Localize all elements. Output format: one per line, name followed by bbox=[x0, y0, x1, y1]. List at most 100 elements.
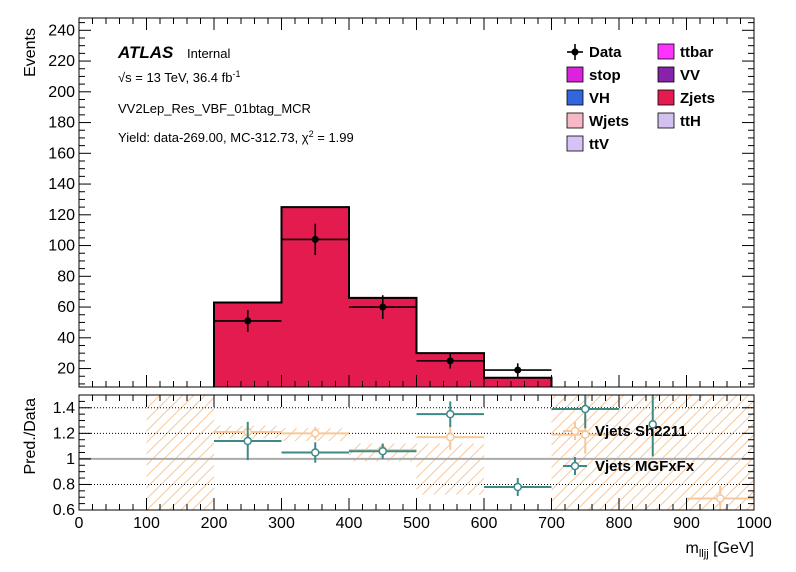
ratio-point bbox=[484, 478, 552, 496]
ratio-y-ticks: 0.6 0.8 1 1.2 1.4 bbox=[53, 400, 754, 519]
data-point bbox=[281, 223, 349, 256]
legend-swatch bbox=[657, 66, 675, 83]
main-y-tick-label: 80 bbox=[57, 268, 75, 285]
ratio-legend-marker bbox=[570, 461, 580, 471]
ratio-marker bbox=[446, 432, 455, 442]
main-x-ticks bbox=[78, 18, 755, 387]
internal-text: Internal bbox=[187, 46, 230, 61]
ratio-legend: Vjets Sh2211 Vjets MGFxFx bbox=[563, 422, 695, 475]
legend-entry: stop bbox=[566, 66, 621, 84]
main-y-tick-label: 140 bbox=[48, 176, 75, 193]
ratio-series-group bbox=[214, 395, 657, 496]
legend-swatch bbox=[657, 43, 675, 60]
legend-entry: ttV bbox=[566, 135, 609, 153]
ratio-marker bbox=[648, 420, 657, 429]
ratio-marker bbox=[581, 430, 590, 439]
ratio-point bbox=[214, 421, 282, 461]
ratio-x-tick-label: 900 bbox=[673, 515, 700, 532]
ratio-point bbox=[551, 415, 619, 454]
main-y-tick-label: 40 bbox=[57, 330, 75, 347]
legend-label: ttV bbox=[589, 136, 609, 153]
ratio-x-tick-label: 100 bbox=[133, 515, 160, 532]
ratio-marker bbox=[581, 404, 590, 414]
legend-label: ttbar bbox=[680, 44, 713, 61]
main-y-tick-label: 60 bbox=[57, 299, 75, 316]
data-marker bbox=[244, 317, 252, 325]
main-y-tick-label: 20 bbox=[57, 361, 75, 378]
ratio-legend-marker bbox=[570, 426, 580, 436]
legend-entry: ttH bbox=[657, 112, 701, 130]
energy-lumi-text: √s = 13 TeV, 36.4 fb-1 bbox=[118, 69, 241, 85]
yield-chi: χ bbox=[302, 130, 309, 145]
energy-sqrt: √s bbox=[118, 70, 132, 85]
ratio-y-tick-label: 0.8 bbox=[53, 476, 75, 493]
ratio-point bbox=[551, 395, 619, 429]
yield-sup: 2 bbox=[309, 129, 314, 139]
legend-label: ttH bbox=[680, 113, 701, 130]
data-point bbox=[214, 309, 282, 332]
main-y-ticks: 20 40 60 80 100 120 140 160 180 200 220 240 bbox=[48, 22, 754, 385]
main-y-tick-label: 240 bbox=[48, 22, 75, 39]
main-y-tick-label: 160 bbox=[48, 145, 75, 162]
region-text: VV2Lep_Res_VBF_01btag_MCR bbox=[118, 101, 311, 116]
ratio-x-tick-label: 800 bbox=[606, 515, 633, 532]
ratio-point bbox=[281, 426, 349, 440]
legend-swatch bbox=[566, 112, 584, 129]
ratio-series bbox=[214, 395, 754, 510]
ratio-point bbox=[349, 443, 417, 459]
ratio-marker bbox=[311, 429, 320, 438]
legend-label: VH bbox=[589, 90, 610, 107]
ratio-y-tick-label: 0.6 bbox=[53, 502, 75, 519]
main-y-tick-label: 200 bbox=[48, 84, 75, 101]
ratio-y-tick-label: 1 bbox=[66, 451, 75, 468]
data-points bbox=[214, 223, 552, 377]
ratio-x-tick-label: 200 bbox=[201, 515, 228, 532]
data-marker bbox=[379, 303, 387, 311]
ratio-x-tick-label: 700 bbox=[538, 515, 565, 532]
yield-text: Yield: data-269.00, MC-312.73, χ2 = 1.99 bbox=[118, 129, 354, 145]
main-y-tick-label: 220 bbox=[48, 53, 75, 70]
ratio-legend-entry: Vjets Sh2211 bbox=[563, 422, 687, 440]
band-bin bbox=[146, 395, 214, 510]
ratio-y-tick-label: 1.4 bbox=[53, 400, 75, 417]
data-point bbox=[416, 353, 484, 369]
legend-entry: VH bbox=[566, 89, 610, 107]
ratio-point bbox=[281, 442, 349, 463]
ratio-gridlines bbox=[79, 407, 754, 485]
ratio-marker bbox=[378, 446, 387, 456]
ratio-x-tick-label: 1000 bbox=[736, 515, 772, 532]
legend-swatch bbox=[657, 112, 675, 129]
band-bin bbox=[416, 443, 484, 495]
legend-swatch bbox=[566, 89, 584, 106]
ratio-y-axis-title: Pred./Data bbox=[22, 398, 39, 475]
ratio-marker bbox=[243, 436, 252, 446]
ratio-x-tick-label: 600 bbox=[471, 515, 498, 532]
legend-entry: VV bbox=[657, 66, 700, 84]
legend-label: Wjets bbox=[589, 113, 629, 130]
ratio-x-tick-label: 300 bbox=[268, 515, 295, 532]
legend-label: stop bbox=[589, 67, 621, 84]
x-axis-title: mlljj [GeV] bbox=[686, 540, 754, 560]
legend-entry: Data bbox=[567, 44, 622, 61]
ratio-marker bbox=[716, 494, 725, 503]
main-y-tick-label: 100 bbox=[48, 238, 75, 255]
legend-marker bbox=[571, 48, 579, 56]
legend-label: Data bbox=[589, 44, 622, 61]
stack-bar bbox=[484, 377, 552, 387]
ratio-legend-label: Vjets Sh2211 bbox=[595, 423, 687, 440]
main-y-tick-label: 120 bbox=[48, 207, 75, 224]
yield-end: = 1.99 bbox=[314, 130, 354, 145]
data-point bbox=[484, 363, 552, 377]
legend-swatch bbox=[566, 66, 584, 83]
legend-entry: ttbar bbox=[657, 43, 713, 61]
ratio-point bbox=[648, 395, 657, 457]
legend-entry: Wjets bbox=[566, 112, 629, 130]
ratio-y-tick-label: 1.2 bbox=[53, 425, 75, 442]
x-axis-title-unit: [GeV] bbox=[709, 540, 754, 557]
yield-main: Yield: data-269.00, MC-312.73, bbox=[118, 130, 302, 145]
energy-rest: = 13 TeV, 36.4 fb bbox=[132, 70, 233, 85]
ratio-panel: 0.6 0.8 1 1.2 1.4 0 100 200 300 400 500 600 700 800 9… bbox=[22, 394, 772, 560]
data-marker bbox=[311, 235, 319, 243]
